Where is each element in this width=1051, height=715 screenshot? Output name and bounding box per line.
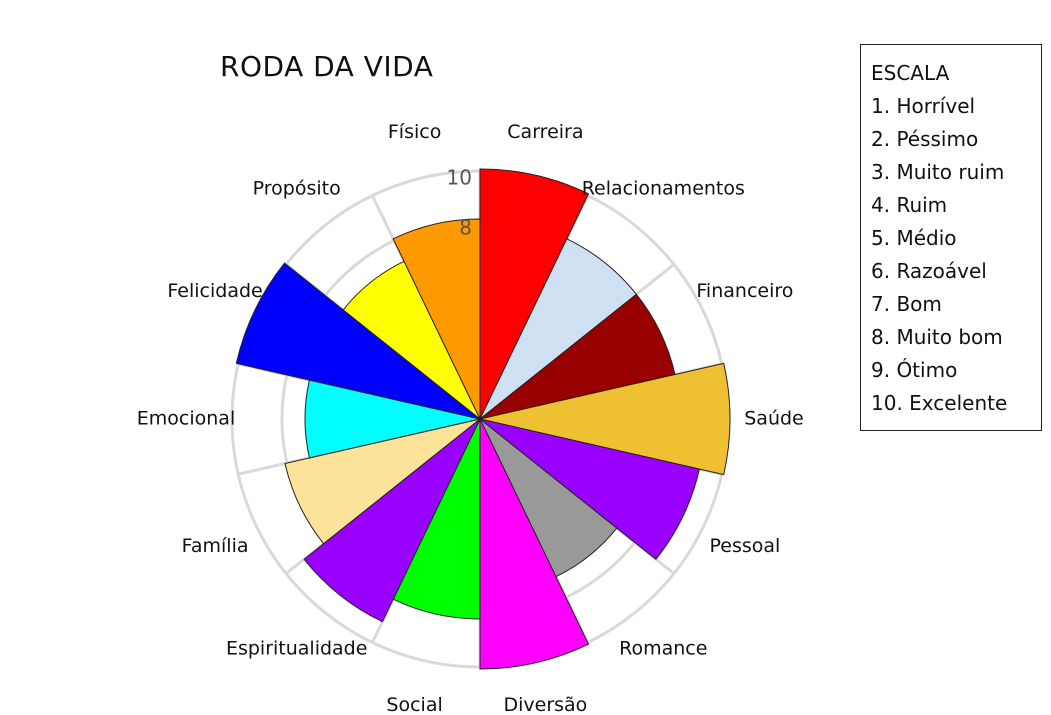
legend-item: 3. Muito ruim (871, 160, 1005, 184)
category-label: Carreira (507, 121, 583, 143)
category-label: Físico (388, 121, 441, 143)
slice (284, 418, 481, 545)
category-label: Relacionamentos (582, 178, 745, 200)
radial-tick-label: 10 (447, 166, 472, 190)
category-label: Pessoal (709, 535, 780, 557)
category-label: Romance (619, 637, 707, 659)
slice (479, 418, 590, 670)
radial-tick-label: 8 (459, 216, 472, 240)
legend-item: 9. Ótimo (871, 358, 958, 382)
slice (303, 418, 481, 623)
legend-title: ESCALA (871, 61, 950, 85)
category-label: Propósito (253, 178, 341, 200)
category-label: Saúde (744, 408, 804, 430)
scale-legend: ESCALA 1. Horrível 2. Péssimo 3. Muito rui… (860, 44, 1042, 431)
legend-item: 2. Péssimo (871, 127, 979, 151)
slice (392, 218, 481, 420)
legend-item: 7. Bom (871, 292, 942, 316)
slice (479, 362, 731, 476)
legend-item: 10. Excelente (871, 391, 1008, 415)
legend-item: 8. Muito bom (871, 325, 1003, 349)
category-label: Emocional (137, 408, 235, 430)
category-label: Felicidade (167, 280, 262, 302)
legend-item: 6. Razoável (871, 259, 987, 283)
chart-title: RODA DA VIDA (220, 50, 434, 83)
legend-item: 5. Médio (871, 226, 957, 250)
legend-item: 4. Ruim (871, 193, 948, 217)
category-label: Financeiro (696, 280, 793, 302)
slice (479, 168, 590, 420)
category-label: Social (386, 694, 442, 715)
category-label: Espiritualidade (226, 637, 367, 659)
slice (479, 418, 700, 561)
category-label: Diversão (503, 694, 587, 715)
legend-item: 1. Horrível (871, 94, 976, 118)
category-label: Família (182, 535, 249, 557)
slice (235, 262, 481, 420)
